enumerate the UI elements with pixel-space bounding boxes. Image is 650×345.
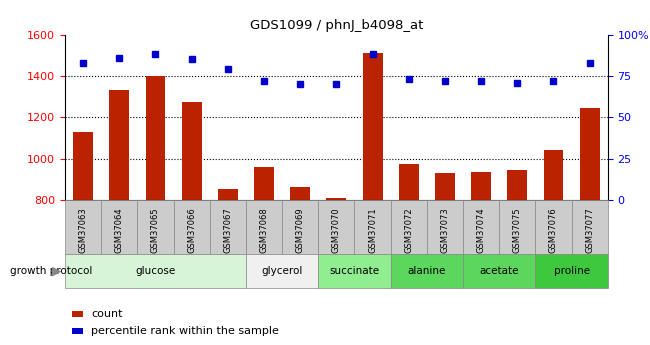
Bar bbox=[363, 53, 382, 200]
Bar bbox=[471, 172, 491, 200]
Text: GSM37071: GSM37071 bbox=[368, 207, 377, 253]
Text: succinate: succinate bbox=[330, 266, 380, 276]
Bar bbox=[399, 164, 419, 200]
Text: GSM37077: GSM37077 bbox=[585, 207, 594, 253]
Text: acetate: acetate bbox=[480, 266, 519, 276]
Text: GSM37066: GSM37066 bbox=[187, 207, 196, 253]
Text: GSM37064: GSM37064 bbox=[115, 207, 124, 253]
Bar bbox=[254, 167, 274, 200]
Bar bbox=[182, 102, 202, 200]
Text: GSM37075: GSM37075 bbox=[513, 207, 522, 253]
Text: glucose: glucose bbox=[135, 266, 176, 276]
Bar bbox=[291, 187, 310, 200]
Bar bbox=[580, 108, 599, 200]
Text: GSM37076: GSM37076 bbox=[549, 207, 558, 253]
Text: GSM37069: GSM37069 bbox=[296, 207, 305, 253]
Text: GSM37072: GSM37072 bbox=[404, 207, 413, 253]
Text: GSM37074: GSM37074 bbox=[476, 207, 486, 253]
Bar bbox=[109, 90, 129, 200]
Text: alanine: alanine bbox=[408, 266, 446, 276]
Bar bbox=[543, 150, 564, 200]
Bar bbox=[508, 170, 527, 200]
Bar bbox=[435, 173, 455, 200]
Bar bbox=[326, 198, 346, 200]
Text: GSM37068: GSM37068 bbox=[259, 207, 268, 253]
Text: GSM37073: GSM37073 bbox=[441, 207, 449, 253]
Text: GSM37067: GSM37067 bbox=[224, 207, 232, 253]
Bar bbox=[146, 76, 165, 200]
Text: growth protocol: growth protocol bbox=[10, 266, 92, 276]
Text: GSM37063: GSM37063 bbox=[79, 207, 88, 253]
Text: count: count bbox=[91, 309, 122, 319]
Text: ▶: ▶ bbox=[53, 264, 62, 277]
Text: percentile rank within the sample: percentile rank within the sample bbox=[91, 326, 279, 336]
Bar bbox=[218, 189, 238, 200]
Text: proline: proline bbox=[554, 266, 590, 276]
Bar bbox=[73, 132, 93, 200]
Text: GSM37070: GSM37070 bbox=[332, 207, 341, 253]
Text: glycerol: glycerol bbox=[261, 266, 303, 276]
Title: GDS1099 / phnJ_b4098_at: GDS1099 / phnJ_b4098_at bbox=[250, 19, 423, 32]
Text: GSM37065: GSM37065 bbox=[151, 207, 160, 253]
